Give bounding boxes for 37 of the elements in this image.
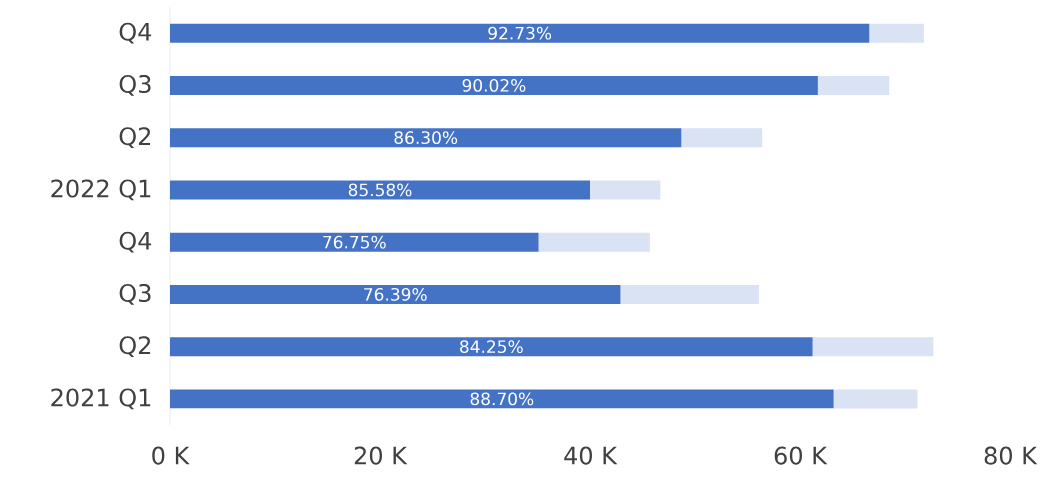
y-tick-label: Q4 (119, 22, 152, 44)
x-tick-label: 40 K (564, 446, 618, 465)
bar (170, 284, 621, 304)
bar (538, 232, 650, 252)
bar (833, 389, 918, 409)
bar (812, 337, 934, 357)
annotation: 85.58% (348, 183, 412, 197)
bar (620, 284, 760, 304)
y-tick-label: Q2 (119, 127, 151, 149)
y-tick-label: Q2 (119, 336, 151, 358)
annotation: 84.25% (460, 340, 523, 354)
x-tick-label: 80 K (984, 446, 1038, 465)
bar (869, 23, 924, 43)
annotation: 92.73% (488, 26, 552, 40)
bar (590, 180, 661, 200)
y-tick-label: 2022 Q1 (51, 179, 151, 201)
bar (170, 75, 818, 95)
x-tick-label: 60 K (774, 446, 828, 465)
annotation: 90.02% (462, 78, 526, 92)
bar (817, 75, 890, 95)
bar (170, 232, 539, 252)
bar (170, 128, 682, 148)
bar (170, 337, 813, 357)
annotation: 76.39% (364, 287, 427, 301)
x-tick-label: 0 K (152, 446, 190, 465)
annotation: 88.70% (470, 392, 534, 406)
x-tick-label: 20 K (354, 446, 408, 465)
bar (170, 180, 590, 200)
y-tick-label: Q3 (119, 283, 151, 305)
y-tick-label: 2021 Q1 (51, 388, 151, 410)
annotation: 86.30% (394, 131, 458, 145)
bar (681, 128, 763, 148)
bar (170, 389, 834, 409)
y-tick-label: Q4 (119, 231, 152, 253)
bar (170, 23, 870, 43)
annotation: 76.75% (323, 235, 386, 249)
y-tick-label: Q3 (119, 74, 151, 96)
